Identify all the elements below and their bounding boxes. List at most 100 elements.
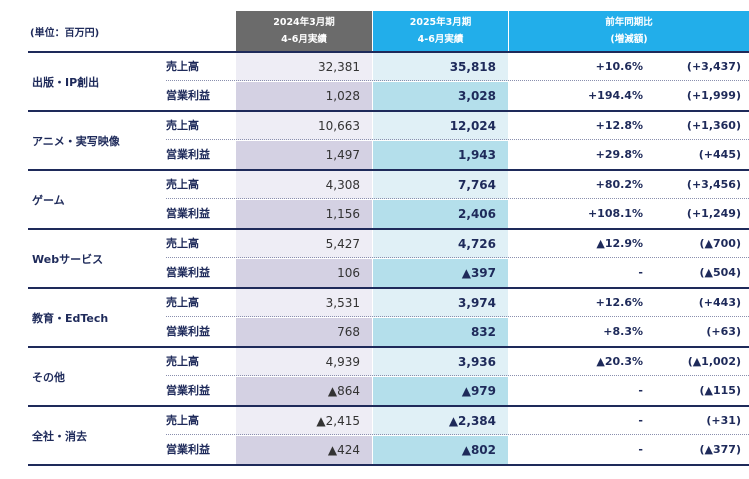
curr-value-cell: 2,406 (373, 200, 508, 228)
table-row: 売上高 4,308 7,764 +80.2% (+3,456) (28, 171, 749, 199)
segment-name: 出版・IP創出 (32, 76, 100, 89)
yoy-percent: +8.3% (603, 325, 643, 338)
prev-value-cell: 10,663 (236, 112, 372, 140)
segment-name: アニメ・実写映像 (32, 135, 120, 148)
curr-value-cell: 3,936 (373, 348, 508, 376)
table-row: 売上高 32,381 35,818 +10.6% (+3,437) (28, 53, 749, 81)
prev-value: 1,028 (325, 89, 360, 103)
row-label: 営業利益 (166, 89, 210, 102)
curr-value: 3,974 (458, 296, 496, 310)
curr-value-cell: ▲397 (373, 259, 508, 287)
prev-value-cell: 4,939 (236, 348, 372, 376)
row-label: 売上高 (166, 178, 199, 191)
yoy-percent: - (638, 266, 643, 279)
prev-value: 10,663 (318, 119, 360, 133)
curr-value-cell: 12,024 (373, 112, 508, 140)
table-row: 売上高 3,531 3,974 +12.6% (+443) (28, 289, 749, 317)
row-label: 営業利益 (166, 325, 210, 338)
row-divider (166, 375, 749, 376)
table-row: 売上高 ▲2,415 ▲2,384 - (+31) (28, 407, 749, 435)
segment-name: 全社・消去 (32, 430, 87, 443)
row-label: 売上高 (166, 119, 199, 132)
prev-value-cell: ▲864 (236, 377, 372, 405)
prev-value-cell: ▲424 (236, 436, 372, 464)
yoy-percent: +10.6% (595, 60, 643, 73)
curr-value-cell: 7,764 (373, 171, 508, 199)
curr-value: 12,024 (449, 119, 496, 133)
yoy-percent: +108.1% (587, 207, 643, 220)
row-divider (166, 434, 749, 435)
yoy-percent: +194.4% (587, 89, 643, 102)
yoy-difference: (▲115) (699, 384, 741, 397)
yoy-percent: - (638, 414, 643, 427)
prev-value-cell: 106 (236, 259, 372, 287)
prev-value: 768 (337, 325, 360, 339)
segment-block: アニメ・実写映像 売上高 10,663 12,024 +12.8% (+1,360) 営業利… (28, 111, 749, 171)
table-row: 売上高 4,939 3,936 ▲20.3% (▲1,002) (28, 348, 749, 376)
yoy-difference: (+1,360) (686, 119, 741, 132)
yoy-difference: (▲700) (699, 237, 741, 250)
table-row: 営業利益 768 832 +8.3% (+63) (28, 318, 749, 346)
segment-divider (28, 228, 749, 230)
table-row: 営業利益 ▲424 ▲802 - (▲377) (28, 436, 749, 464)
yoy-percent: +12.8% (595, 119, 643, 132)
header-curr-year: 2025年3月期 4-6月実績 (373, 11, 508, 51)
curr-value: 3,936 (458, 355, 496, 369)
segment-block: ゲーム 売上高 4,308 7,764 +80.2% (+3,456) 営業利益 1,156 2… (28, 170, 749, 230)
prev-value: ▲864 (327, 384, 360, 398)
row-label: 営業利益 (166, 384, 210, 397)
prev-value-cell: 32,381 (236, 53, 372, 81)
header-yoy-line1: 前年同期比 (605, 17, 653, 28)
curr-value: 4,726 (458, 237, 496, 251)
header-curr-line1: 2025年3月期 (409, 17, 472, 28)
prev-value-cell: ▲2,415 (236, 407, 372, 435)
prev-value: 106 (337, 266, 360, 280)
row-divider (166, 316, 749, 317)
prev-value: ▲2,415 (316, 414, 360, 428)
yoy-difference: (▲504) (699, 266, 741, 279)
prev-value-cell: 5,427 (236, 230, 372, 258)
curr-value-cell: ▲2,384 (373, 407, 508, 435)
header-prev-line1: 2024年3月期 (273, 17, 335, 28)
row-label: 営業利益 (166, 443, 210, 456)
curr-value: 35,818 (449, 60, 496, 74)
curr-value: 3,028 (458, 89, 496, 103)
row-divider (166, 257, 749, 258)
prev-value: 4,939 (325, 355, 360, 369)
yoy-difference: (▲377) (699, 443, 741, 456)
yoy-difference: (+443) (698, 296, 741, 309)
yoy-percent: +29.8% (595, 148, 643, 161)
curr-value: ▲397 (461, 266, 496, 280)
unit-label: (単位：百万円) (30, 28, 100, 39)
yoy-difference: (+1,249) (686, 207, 741, 220)
prev-value: 3,531 (325, 296, 360, 310)
segment-name: 教育・EdTech (32, 312, 109, 325)
row-label: 営業利益 (166, 148, 210, 161)
row-divider (166, 139, 749, 140)
prev-value: 4,308 (325, 178, 360, 192)
segment-divider (28, 346, 749, 348)
prev-value-cell: 1,156 (236, 200, 372, 228)
yoy-difference: (+63) (706, 325, 741, 338)
yoy-percent: ▲12.9% (596, 237, 643, 250)
segment-divider (28, 110, 749, 112)
row-label: 売上高 (166, 237, 199, 250)
curr-value: ▲979 (461, 384, 496, 398)
header-yoy-line2: (増減額) (610, 34, 648, 45)
segment-name: ゲーム (32, 194, 65, 207)
yoy-difference: (+3,456) (686, 178, 741, 191)
header-yoy: 前年同期比 (増減額) (509, 11, 749, 51)
prev-value: 1,497 (325, 148, 360, 162)
row-divider (166, 80, 749, 81)
curr-value-cell: 3,974 (373, 289, 508, 317)
row-label: 営業利益 (166, 266, 210, 279)
prev-value: 5,427 (325, 237, 360, 251)
table-row: 営業利益 1,156 2,406 +108.1% (+1,249) (28, 200, 749, 228)
header-divider (28, 51, 749, 53)
row-label: 売上高 (166, 414, 199, 427)
yoy-difference: (+31) (706, 414, 741, 427)
segment-divider (28, 464, 749, 466)
curr-value: 7,764 (458, 178, 496, 192)
segment-block: 出版・IP創出 売上高 32,381 35,818 +10.6% (+3,437) 営業利益… (28, 52, 749, 112)
